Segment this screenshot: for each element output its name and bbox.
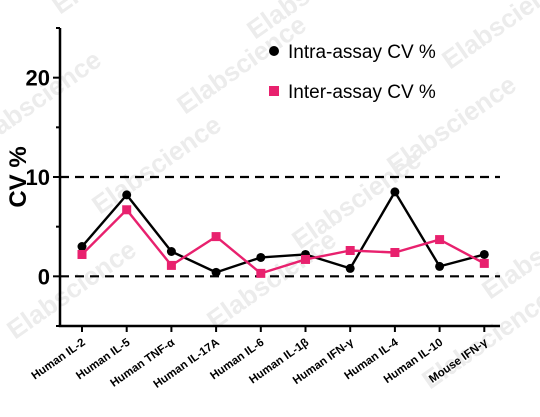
legend-label-intra: Intra-assay CV % bbox=[288, 42, 436, 63]
legend-marker-inter bbox=[269, 86, 279, 96]
data-point-inter bbox=[390, 247, 400, 257]
watermark-text: Elabscience bbox=[171, 9, 311, 120]
watermark-text: Elabscience bbox=[86, 109, 226, 220]
y-tick-label: 10 bbox=[26, 165, 50, 190]
y-tick-label: 0 bbox=[38, 264, 50, 289]
series-line bbox=[81, 208, 485, 275]
data-point-intra bbox=[345, 263, 355, 273]
data-point-intra bbox=[479, 249, 489, 259]
data-point-inter bbox=[166, 260, 176, 270]
watermark-text: Elabscience bbox=[0, 44, 107, 155]
legend-label-inter: Inter-assay CV % bbox=[288, 82, 436, 103]
data-point-inter bbox=[77, 249, 87, 259]
data-point-intra bbox=[390, 187, 400, 197]
series-line bbox=[81, 190, 485, 274]
watermark-text: Elabscience bbox=[46, 0, 186, 20]
legend: Intra-assay CV % Inter-assay CV % bbox=[269, 42, 436, 103]
legend-marker-intra bbox=[269, 46, 279, 56]
data-point-inter bbox=[211, 232, 221, 242]
data-point-intra bbox=[256, 252, 266, 262]
watermark-text: Elabscience bbox=[436, 0, 540, 75]
y-axis-label: CV % bbox=[5, 146, 32, 207]
data-point-inter bbox=[256, 268, 266, 278]
data-point-inter bbox=[479, 258, 489, 268]
data-point-inter bbox=[435, 235, 445, 245]
data-point-inter bbox=[122, 205, 132, 215]
watermark-text: Elabscience bbox=[476, 194, 540, 305]
data-point-intra bbox=[166, 247, 176, 256]
data-point-inter bbox=[345, 246, 355, 256]
data-point-intra bbox=[122, 190, 132, 200]
data-point-intra bbox=[435, 261, 445, 271]
data-point-intra bbox=[211, 267, 221, 277]
data-point-inter bbox=[301, 254, 310, 264]
watermark-text: Elabscience bbox=[1, 234, 141, 345]
y-tick-label: 20 bbox=[26, 66, 50, 91]
data-point-intra bbox=[77, 242, 87, 252]
